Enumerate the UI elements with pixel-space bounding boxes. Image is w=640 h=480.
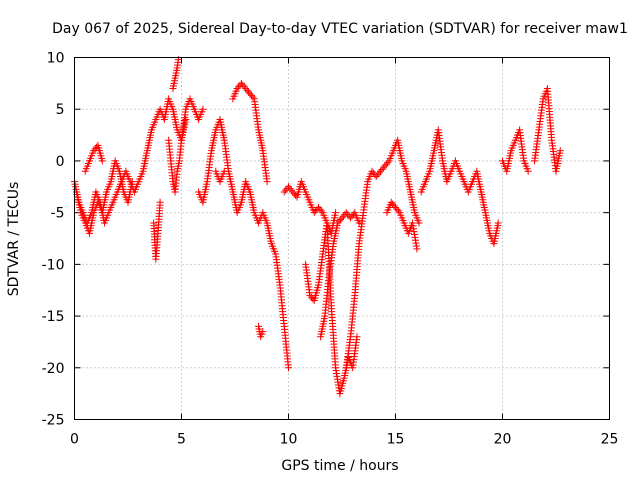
data-point bbox=[249, 93, 257, 101]
series-track-13 bbox=[317, 209, 363, 341]
data-point bbox=[287, 186, 295, 194]
data-point bbox=[374, 171, 382, 179]
x-tick-label: 0 bbox=[70, 432, 79, 448]
data-point bbox=[263, 178, 271, 186]
series-track-16 bbox=[417, 126, 502, 248]
x-tick-label: 25 bbox=[601, 432, 619, 448]
data-point bbox=[382, 160, 390, 168]
series-track-5 bbox=[169, 56, 182, 93]
data-point bbox=[377, 167, 385, 175]
data-point bbox=[98, 157, 106, 165]
data-point bbox=[347, 214, 355, 222]
data-point bbox=[372, 172, 380, 180]
y-tick-label: 0 bbox=[56, 154, 65, 170]
x-tick-label: 15 bbox=[387, 432, 405, 448]
data-point bbox=[389, 200, 397, 208]
series-track-15 bbox=[383, 198, 421, 253]
y-tick-label: 5 bbox=[56, 102, 65, 118]
data-point bbox=[290, 190, 298, 198]
series-track-7 bbox=[195, 116, 292, 372]
series-track-10 bbox=[255, 322, 267, 341]
data-point bbox=[524, 167, 532, 175]
data-point bbox=[378, 166, 386, 174]
y-tick-label: -25 bbox=[42, 413, 65, 429]
data-point bbox=[199, 105, 207, 113]
plot-frame bbox=[74, 57, 610, 420]
data-point bbox=[390, 202, 398, 210]
data-point bbox=[240, 83, 248, 91]
data-point bbox=[556, 147, 564, 155]
data-point bbox=[220, 167, 228, 175]
data-point bbox=[494, 219, 502, 227]
series-track-6 bbox=[165, 116, 190, 196]
data-point bbox=[392, 203, 399, 211]
y-axis-label: SDTVAR / TECUs bbox=[6, 182, 22, 297]
data-point bbox=[285, 364, 292, 372]
x-tick-label: 20 bbox=[494, 432, 512, 448]
y-tick-label: -20 bbox=[42, 361, 65, 377]
series-track-4 bbox=[150, 198, 164, 263]
y-tick-label: -15 bbox=[42, 309, 65, 325]
data-point bbox=[280, 188, 288, 196]
chart-title: Day 067 of 2025, Sidereal Day-to-day VTE… bbox=[52, 21, 628, 37]
data-point bbox=[128, 178, 136, 186]
series-track-18 bbox=[531, 85, 564, 175]
data-point bbox=[243, 86, 251, 94]
data-point bbox=[368, 167, 376, 175]
series-track-2 bbox=[73, 157, 136, 237]
data-point bbox=[245, 88, 253, 96]
data-point bbox=[375, 169, 383, 177]
data-point bbox=[342, 209, 350, 217]
data-point bbox=[314, 203, 322, 211]
data-point bbox=[237, 79, 245, 87]
series-track-17 bbox=[499, 126, 532, 175]
x-axis-label: GPS time / hours bbox=[281, 458, 398, 474]
data-point bbox=[285, 183, 292, 191]
data-point bbox=[91, 145, 99, 153]
data-point bbox=[156, 198, 164, 206]
data-point bbox=[310, 209, 318, 217]
data-point bbox=[348, 212, 356, 220]
data-point bbox=[307, 293, 315, 301]
data-point bbox=[379, 164, 387, 172]
data-point bbox=[381, 162, 389, 170]
data-point bbox=[394, 207, 402, 215]
series-track-8 bbox=[212, 167, 228, 186]
data-point bbox=[387, 198, 395, 206]
data-point bbox=[317, 207, 325, 215]
data-point bbox=[335, 217, 343, 225]
x-tick-label: 5 bbox=[177, 432, 186, 448]
y-tick-label: 10 bbox=[47, 51, 65, 67]
data-point bbox=[182, 116, 190, 124]
data-point bbox=[242, 85, 250, 93]
data-point bbox=[233, 85, 241, 93]
data-point bbox=[338, 214, 346, 222]
x-tick-label: 10 bbox=[280, 432, 298, 448]
data-point bbox=[334, 219, 342, 227]
y-tick-label: -5 bbox=[51, 206, 65, 222]
data-point bbox=[384, 159, 392, 167]
data-points bbox=[71, 56, 564, 398]
data-point bbox=[259, 328, 267, 336]
y-tick-label: -10 bbox=[42, 257, 65, 273]
series-track-11 bbox=[280, 178, 340, 237]
series-track-9 bbox=[229, 79, 271, 186]
data-point bbox=[332, 209, 340, 217]
data-point bbox=[353, 333, 361, 341]
data-point bbox=[393, 205, 401, 213]
series-track-14 bbox=[342, 136, 423, 372]
data-point bbox=[413, 245, 421, 253]
data-point bbox=[286, 185, 294, 193]
series-track-3 bbox=[81, 141, 106, 175]
data-point bbox=[316, 205, 324, 213]
data-point bbox=[247, 91, 255, 99]
data-point bbox=[337, 216, 345, 224]
data-point bbox=[246, 90, 254, 98]
data-point bbox=[415, 219, 423, 227]
data-point bbox=[239, 81, 247, 89]
series-track-12 bbox=[302, 219, 361, 398]
